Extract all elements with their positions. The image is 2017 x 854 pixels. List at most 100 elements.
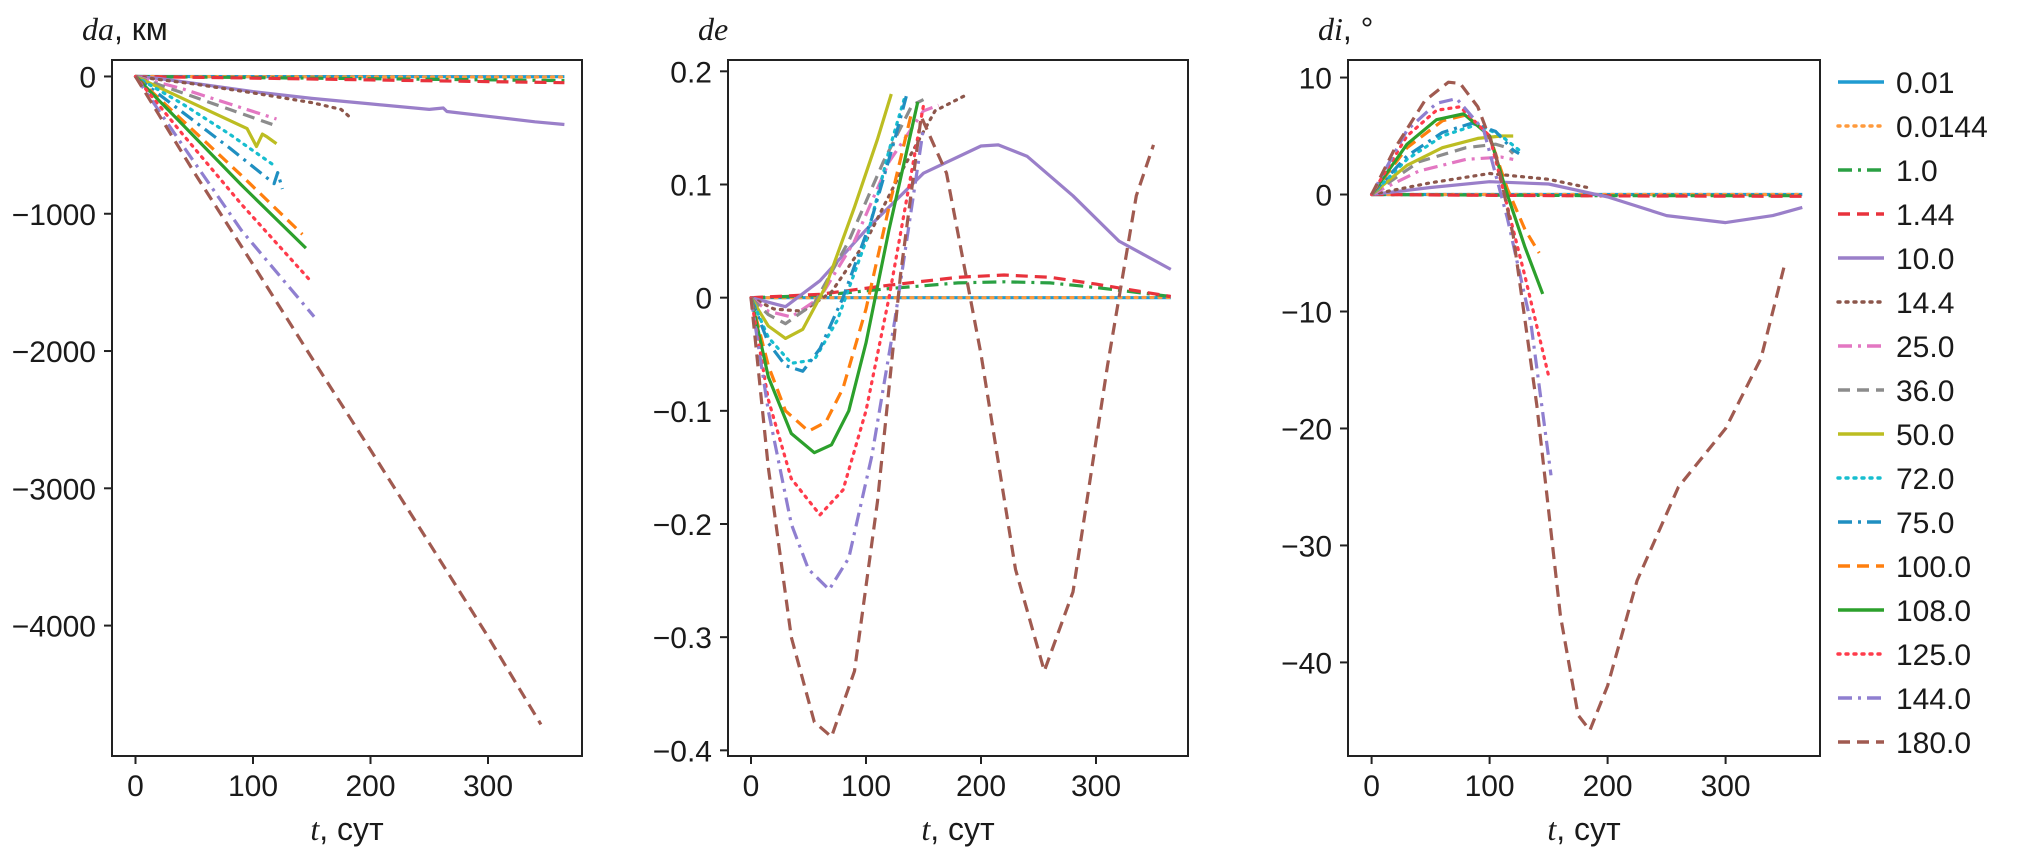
series-line-10.0 [135, 74, 565, 127]
legend-item: 1.44 [1838, 199, 1954, 232]
series-line-180.0 [134, 75, 543, 726]
legend-item: 1.0 [1838, 155, 1938, 188]
x-tick-label: 100 [841, 770, 891, 803]
y-tick-label: 10 [1299, 63, 1332, 96]
series-line-10.0 [750, 143, 1172, 309]
series-group [133, 74, 567, 726]
y-axis-unit: , ° [1343, 11, 1374, 47]
series-group [749, 93, 1173, 739]
series-line-100.0 [749, 110, 914, 433]
legend-label: 50.0 [1896, 419, 1954, 452]
y-tick-label: 0.1 [670, 169, 712, 202]
x-axis-title: t, сут [921, 811, 995, 847]
legend-item: 0.0144 [1836, 111, 1988, 144]
legend-item: 14.4 [1836, 287, 1954, 320]
legend-label: 1.0 [1896, 155, 1938, 188]
series-line-1.44 [1371, 192, 1803, 198]
y-tick-label: −1000 [12, 199, 96, 232]
series-line-50.0 [749, 93, 893, 340]
legend-label: 180.0 [1896, 727, 1971, 760]
legend-item: 180.0 [1838, 727, 1971, 760]
x-tick-label: 0 [743, 770, 760, 803]
series-line-10.0 [1371, 180, 1803, 225]
y-axis-title: de [698, 11, 728, 47]
series-line-75.0 [749, 95, 908, 373]
legend-item: 125.0 [1836, 639, 1971, 672]
x-tick-label: 200 [345, 770, 395, 803]
legend-label: 25.0 [1896, 331, 1954, 364]
series-line-144.0 [749, 127, 926, 592]
x-axis-var: t [310, 811, 320, 847]
legend-item: 25.0 [1838, 331, 1954, 364]
plot-frame [727, 59, 1189, 757]
y-axis-title: di, ° [1318, 11, 1373, 47]
legend-item: 75.0 [1838, 507, 1954, 540]
legend-item: 10.0 [1838, 243, 1954, 276]
legend: 0.01 0.0144 1.0 1.44 10.0 14.4 25.0 36.0 50.0 72.… [1836, 67, 1988, 760]
y-tick-label: −0.1 [653, 396, 712, 429]
y-axis-unit: , км [114, 11, 168, 47]
plot-frame [1347, 59, 1821, 757]
y-axis-title: da, км [82, 11, 168, 47]
x-tick-label: 100 [1465, 770, 1515, 803]
legend-label: 14.4 [1896, 287, 1954, 320]
y-axis-var: di [1318, 11, 1343, 47]
y-tick-label: −4000 [12, 611, 96, 644]
x-axis-unit: , сут [1556, 811, 1621, 847]
x-tick-label: 0 [127, 770, 144, 803]
series-line-144.0 [134, 75, 316, 318]
legend-item: 108.0 [1838, 595, 1971, 628]
series-line-72.0 [749, 97, 906, 365]
legend-label: 1.44 [1896, 199, 1954, 232]
y-tick-label: −30 [1281, 530, 1332, 563]
x-axis-title: t, сут [310, 811, 384, 847]
x-axis-title: t, сут [1547, 811, 1621, 847]
series-line-14.4 [749, 94, 966, 313]
legend-label: 0.01 [1896, 67, 1954, 100]
series-line-36.0 [134, 74, 278, 128]
y-tick-label: 0 [1315, 180, 1332, 213]
series-line-25.0 [135, 74, 277, 121]
series-line-125.0 [749, 103, 926, 517]
legend-label: 108.0 [1896, 595, 1971, 628]
y-tick-label: −2000 [12, 336, 96, 369]
y-tick-label: −0.4 [653, 735, 712, 768]
series-line-75.0 [134, 75, 284, 190]
y-tick-label: −3000 [12, 473, 96, 506]
legend-label: 75.0 [1896, 507, 1954, 540]
series-line-144.0 [1370, 96, 1553, 476]
legend-label: 144.0 [1896, 683, 1971, 716]
legend-item: 50.0 [1838, 419, 1954, 452]
y-tick-label: 0 [695, 283, 712, 316]
series-line-125.0 [1369, 105, 1551, 378]
x-tick-label: 100 [228, 770, 278, 803]
legend-label: 100.0 [1896, 551, 1971, 584]
series-line-72.0 [133, 74, 279, 169]
legend-label: 10.0 [1896, 243, 1954, 276]
y-tick-label: −0.2 [653, 509, 712, 542]
x-tick-label: 300 [1071, 770, 1121, 803]
y-tick-label: 0.2 [670, 56, 712, 89]
series-line-100.0 [134, 75, 304, 236]
legend-item: 100.0 [1838, 551, 1971, 584]
x-tick-label: 0 [1363, 770, 1380, 803]
y-tick-label: −0.3 [653, 622, 712, 655]
series-line-36.0 [1370, 142, 1515, 196]
series-line-50.0 [1370, 134, 1514, 196]
x-axis-var: t [921, 811, 931, 847]
legend-label: 125.0 [1896, 639, 1971, 672]
series-line-75.0 [1370, 121, 1520, 196]
legend-label: 36.0 [1896, 375, 1954, 408]
legend-label: 72.0 [1896, 463, 1954, 496]
series-line-180.0 [749, 114, 1156, 739]
series-line-125.0 [133, 74, 311, 282]
legend-item: 0.01 [1838, 67, 1954, 100]
legend-item: 72.0 [1836, 463, 1954, 496]
series-line-50.0 [134, 75, 278, 149]
series-line-72.0 [1369, 122, 1521, 197]
y-tick-label: −20 [1281, 413, 1332, 446]
legend-item: 144.0 [1838, 683, 1971, 716]
series-line-1.44 [135, 74, 565, 85]
x-tick-label: 300 [1701, 770, 1751, 803]
